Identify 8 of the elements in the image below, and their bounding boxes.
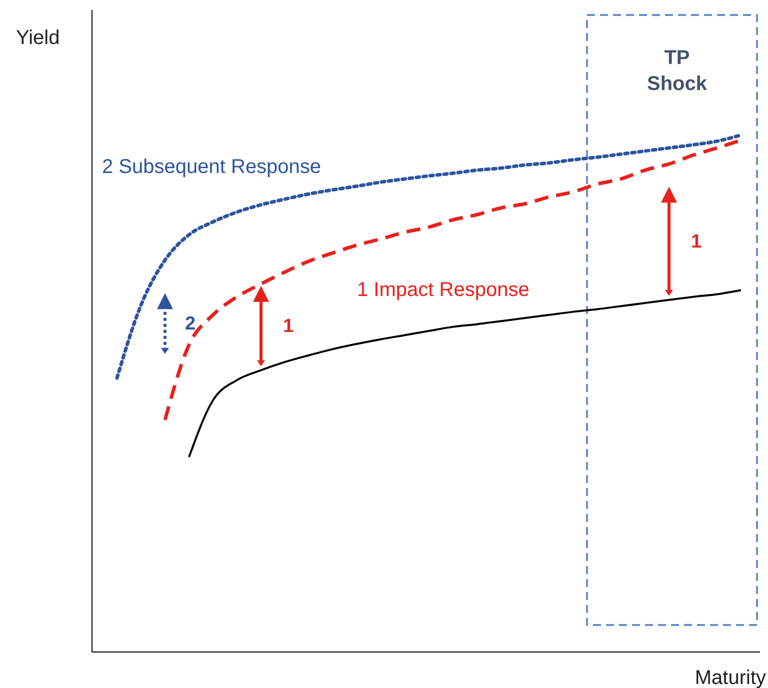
series-label: 1 Impact Response	[357, 279, 530, 301]
annotation: 1	[691, 231, 702, 252]
series-label: 2 Subsequent Response	[102, 156, 322, 178]
annotation: 1	[283, 316, 294, 338]
annotation: 2	[185, 313, 196, 334]
y-axis-title: Yield	[16, 27, 60, 49]
x-axis-title: Maturity	[694, 667, 766, 688]
text: TP Shock	[646, 47, 708, 95]
